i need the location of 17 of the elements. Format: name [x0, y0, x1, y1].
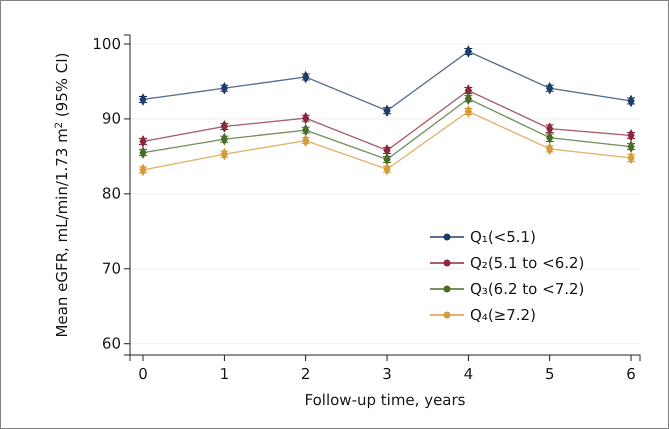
x-tick-label: 5 — [544, 365, 554, 383]
y-tick-label: 80 — [102, 184, 121, 203]
x-tick-label: 4 — [464, 365, 474, 383]
x-tick-label: 2 — [300, 365, 310, 383]
legend-label: Q₂(5.1 to <6.2) — [470, 254, 584, 272]
x-tick-label: 6 — [626, 365, 636, 383]
x-tick-label: 3 — [382, 365, 392, 383]
legend-label: Q₄(≥7.2) — [470, 306, 536, 324]
x-axis-title: Follow-up time, years — [304, 391, 466, 409]
y-tick-label: 90 — [102, 110, 121, 128]
legend-label: Q₁(<5.1) — [470, 228, 536, 246]
y-tick-label: 60 — [102, 334, 121, 353]
y-tick-label: 100 — [92, 34, 121, 53]
legend-label: Q₃(6.2 to <7.2) — [470, 280, 584, 298]
x-tick-label: 0 — [138, 365, 148, 383]
y-tick-label: 70 — [102, 260, 121, 278]
x-tick-label: 1 — [220, 365, 230, 383]
